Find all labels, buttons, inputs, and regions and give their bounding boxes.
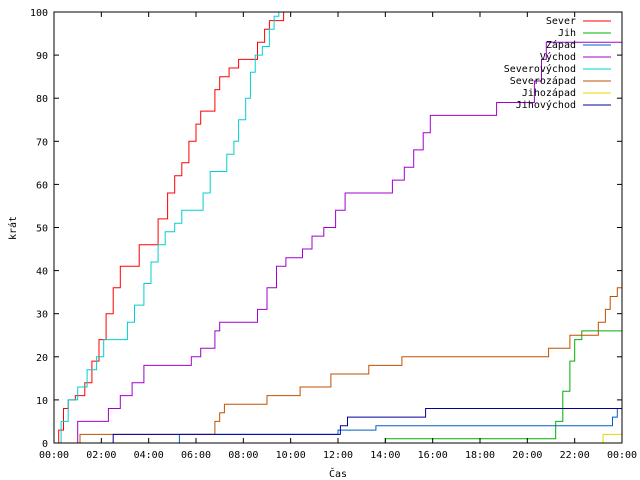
y-tick-label: 90 [36, 51, 48, 62]
legend-label: Severozápad [510, 75, 576, 87]
y-tick-label: 30 [36, 310, 48, 321]
x-tick-label: 08:00 [228, 450, 258, 461]
x-tick-label: 18:00 [465, 450, 495, 461]
x-tick-label: 00:00 [607, 450, 637, 461]
y-tick-label: 10 [36, 396, 48, 407]
legend-label: Jih [558, 28, 576, 39]
legend: SeverJihZápadVýchodSeverovýchodSeverozáp… [504, 16, 611, 111]
legend-label: Sever [546, 16, 576, 27]
y-tick-label: 70 [36, 137, 48, 148]
x-tick-label: 16:00 [418, 450, 448, 461]
y-tick-label: 0 [42, 439, 48, 450]
y-axis-label: krát [7, 216, 19, 240]
legend-label: Západ [546, 39, 576, 51]
x-tick-label: 20:00 [512, 450, 542, 461]
legend-label: Severovýchod [504, 63, 576, 75]
x-tick-label: 02:00 [86, 450, 116, 461]
x-tick-label: 12:00 [323, 450, 353, 461]
series-line-4 [54, 41, 622, 444]
x-tick-label: 00:00 [39, 450, 69, 461]
y-tick-label: 100 [30, 8, 48, 19]
y-tick-label: 50 [36, 224, 48, 235]
y-tick-label: 40 [36, 267, 48, 278]
x-tick-label: 10:00 [276, 450, 306, 461]
x-axis-label: Čas [329, 467, 347, 480]
y-tick-label: 20 [36, 353, 48, 364]
series-line-1 [54, 12, 285, 444]
legend-label: Východ [540, 51, 576, 63]
series-line-3 [54, 408, 622, 444]
tick-layer: 00:00 02:00 04:00 06:00 08:00 10:00 12:00 14:00… [30, 8, 637, 461]
y-tick-label: 80 [36, 94, 48, 105]
x-tick-label: 04:00 [134, 450, 164, 461]
legend-label: Jihozápad [522, 87, 576, 99]
x-tick-label: 06:00 [181, 450, 211, 461]
y-tick-label: 60 [36, 180, 48, 191]
x-tick-label: 14:00 [370, 450, 400, 461]
x-tick-label: 22:00 [560, 450, 590, 461]
legend-label: Jihovýchod [516, 99, 576, 111]
series-line-6 [54, 266, 623, 444]
series-line-5 [54, 11, 291, 444]
